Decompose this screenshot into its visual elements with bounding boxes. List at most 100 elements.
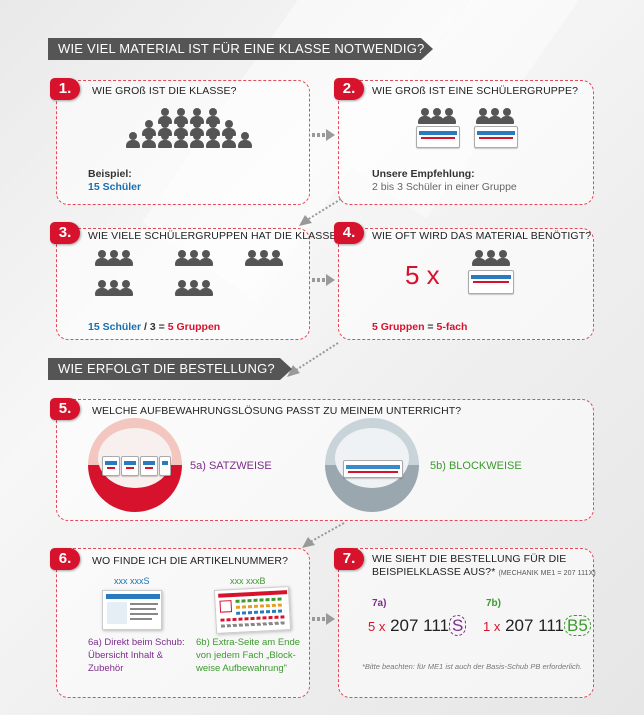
calc-operator: / 3 = — [141, 321, 168, 333]
order-a-number: 207 111 — [390, 616, 450, 635]
desc-line: von jedem Fach „Block- — [196, 650, 296, 661]
step6-title: WO FINDE ICH DIE ARTIKELNUMMER? — [92, 555, 289, 567]
arrow-right-icon — [312, 274, 335, 286]
desc-line: weise Aufbewahrung" — [196, 663, 288, 674]
panel-step7 — [338, 548, 594, 698]
panel-step2 — [338, 80, 594, 205]
option-block: 5b) BLOCKWEISE — [430, 460, 522, 472]
step-badge-3: 3. — [50, 222, 80, 244]
desc-line: 6b) Extra-Seite am Ende — [196, 637, 301, 648]
person-icon — [442, 108, 456, 124]
step5-title: WELCHE AUFBEWAHRUNGSLÖSUNG PASST ZU MEIN… — [92, 405, 462, 417]
person-icon — [500, 108, 514, 124]
order-b: 1 x 207 111 B5 — [483, 615, 591, 636]
order-a: 5 x 207 111 S — [368, 615, 467, 636]
person-icon — [187, 280, 201, 296]
step-badge-2: 2. — [334, 78, 364, 100]
step7-title: WIE SIEHT DIE BESTELLUNG FÜR DIE BEISPIE… — [372, 553, 596, 580]
drawer-overview-image — [102, 590, 162, 630]
person-icon — [175, 280, 189, 296]
person-icon — [269, 250, 283, 266]
class-people-icon — [118, 108, 268, 163]
calc-fold: 5-fach — [436, 321, 468, 333]
calc-groups: 5 Gruppen — [167, 321, 221, 333]
arrow-right-icon — [312, 613, 335, 625]
person-icon — [119, 250, 133, 266]
arrow-down-left-icon — [299, 198, 342, 226]
material-box-icon — [474, 126, 518, 148]
step3-calculation: 15 Schüler / 3 = 5 Gruppen — [88, 321, 220, 333]
arrow-down-left-icon — [302, 522, 345, 548]
person-icon — [245, 250, 259, 266]
recommendation-value: 2 bis 3 Schüler in einer Gruppe — [372, 181, 517, 193]
step-badge-4: 4. — [334, 222, 364, 244]
person-icon — [199, 280, 213, 296]
person-icon — [238, 132, 252, 148]
arrow-down-left-icon — [287, 342, 339, 377]
multiplier-text: 5 x — [405, 260, 440, 290]
arrow-right-icon — [312, 129, 335, 141]
person-icon — [158, 132, 172, 148]
person-icon — [175, 250, 189, 266]
person-icon — [199, 250, 213, 266]
title-line: WIE SIEHT DIE BESTELLUNG FÜR DIE — [372, 553, 567, 565]
order-b-qty: 1 x — [483, 619, 501, 634]
calc-groups: 5 Gruppen — [372, 321, 425, 333]
order-a-label: 7a) — [372, 598, 387, 609]
step3-title: WIE VIELE SCHÜLERGRUPPEN HAT DIE KLASSE? — [88, 230, 343, 242]
person-icon — [107, 280, 121, 296]
step-badge-5: 5. — [50, 398, 80, 420]
calc-students: 15 Schüler — [88, 321, 142, 333]
step1-title: WIE GROß IST DIE KLASSE? — [92, 85, 237, 97]
order-a-qty: 5 x — [368, 619, 386, 634]
step4-calculation: 5 Gruppen = 5-fach — [372, 321, 467, 333]
person-icon — [119, 280, 133, 296]
person-icon — [174, 132, 188, 148]
person-icon — [206, 132, 220, 148]
person-icon — [95, 250, 109, 266]
extra-page-image — [213, 586, 292, 634]
person-icon — [95, 280, 109, 296]
order-a-suffix: S — [449, 615, 467, 636]
order-b-label: 7b) — [486, 598, 501, 609]
person-icon — [107, 250, 121, 266]
group-with-box-icon — [468, 250, 518, 305]
title-note: (MECHANIK ME1 = 207 111X) — [498, 570, 596, 577]
person-icon — [430, 108, 444, 124]
set-storage-image — [88, 418, 182, 512]
order-footnote: *Bitte beachten: für ME1 ist auch der Ba… — [361, 662, 583, 671]
person-icon — [222, 132, 236, 148]
section-title-order: WIE ERFOLGT DIE BESTELLUNG? — [48, 358, 292, 380]
person-icon — [418, 108, 432, 124]
article-label-block: xxx xxxB — [230, 576, 266, 586]
person-icon — [472, 250, 486, 266]
section-title-material: WIE VIEL MATERIAL IST FÜR EINE KLASSE NO… — [48, 38, 433, 60]
student-groups-icon — [416, 108, 528, 158]
calc-operator: = — [424, 321, 437, 333]
desc-line: 6a) Direkt beim Schub: — [88, 637, 185, 648]
article-label-set: xxx xxxS — [114, 576, 150, 586]
example-label: Beispiel: — [88, 168, 132, 180]
article-desc-block: 6b) Extra-Seite am Ende von jedem Fach „… — [196, 636, 300, 675]
step2-title: WIE GROß IST EINE SCHÜLERGRUPPE? — [372, 85, 579, 97]
material-box-icon — [468, 270, 514, 294]
person-icon — [476, 108, 490, 124]
step4-title: WIE OFT WIRD DAS MATERIAL BENÖTIGT? — [372, 230, 592, 242]
person-icon — [484, 250, 498, 266]
person-icon — [126, 132, 140, 148]
order-b-suffix: B5 — [564, 615, 591, 636]
step-badge-7: 7. — [334, 548, 364, 570]
article-desc-set: 6a) Direkt beim Schub: Übersicht Inhalt … — [88, 636, 185, 675]
person-icon — [257, 250, 271, 266]
person-icon — [187, 250, 201, 266]
person-icon — [142, 132, 156, 148]
step-badge-1: 1. — [50, 78, 80, 100]
person-icon — [488, 108, 502, 124]
person-icon — [190, 132, 204, 148]
person-icon — [496, 250, 510, 266]
five-groups-icon — [95, 250, 295, 310]
option-set: 5a) SATZWEISE — [190, 460, 272, 472]
panel-step4 — [338, 228, 594, 340]
recommendation-label: Unsere Empfehlung: — [372, 168, 475, 180]
block-storage-image — [325, 418, 419, 512]
